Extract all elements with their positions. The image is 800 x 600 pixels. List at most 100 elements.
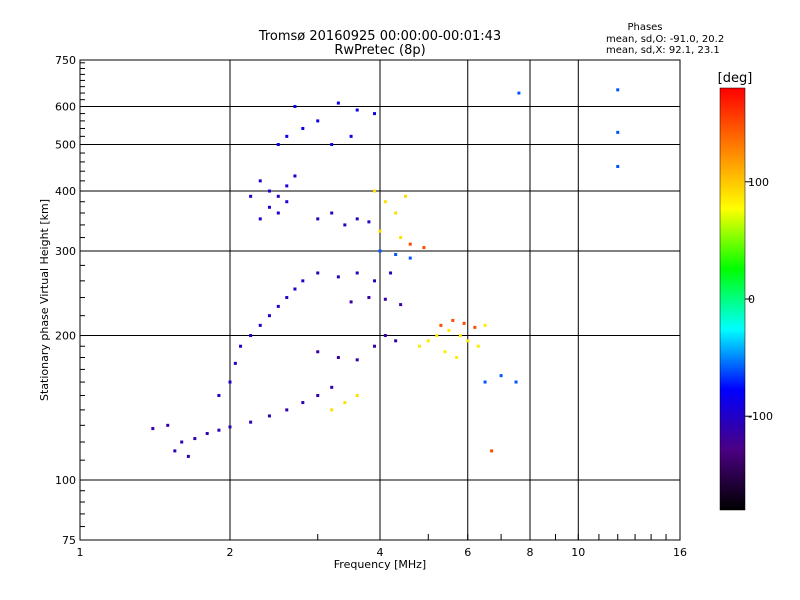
data-point bbox=[166, 423, 170, 427]
colorbar-tick-label: 0 bbox=[748, 293, 755, 306]
x-axis-label: Frequency [MHz] bbox=[334, 558, 426, 571]
y-tick-label: 750 bbox=[55, 54, 76, 67]
data-point bbox=[367, 220, 371, 224]
data-point bbox=[267, 414, 271, 418]
data-point bbox=[422, 246, 426, 250]
data-point bbox=[301, 401, 305, 405]
data-point bbox=[285, 184, 289, 188]
y-tick-label: 200 bbox=[55, 330, 76, 343]
data-point bbox=[293, 174, 297, 178]
data-point bbox=[490, 449, 494, 453]
data-point bbox=[514, 380, 518, 384]
data-point bbox=[355, 394, 359, 398]
data-point bbox=[483, 323, 487, 327]
phase-legend-line-o: mean, sd,O: -91.0, 20.2 bbox=[606, 34, 724, 45]
data-point bbox=[355, 271, 359, 275]
colorbar-label: [deg] bbox=[718, 71, 753, 86]
data-point bbox=[373, 344, 377, 348]
y-tick-label: 600 bbox=[55, 101, 76, 114]
data-point bbox=[316, 217, 320, 221]
x-tick-label: 4 bbox=[377, 546, 384, 559]
x-tick-label: 2 bbox=[227, 546, 234, 559]
data-point bbox=[285, 408, 289, 412]
data-point bbox=[276, 211, 280, 215]
data-point bbox=[316, 119, 320, 123]
data-point bbox=[383, 297, 387, 301]
data-point bbox=[316, 394, 320, 398]
data-point bbox=[316, 271, 320, 275]
data-point bbox=[443, 350, 447, 354]
data-point bbox=[276, 304, 280, 308]
data-point bbox=[466, 339, 470, 343]
data-point bbox=[205, 432, 209, 436]
phase-legend-title: Phases bbox=[627, 22, 662, 33]
data-point bbox=[343, 223, 347, 227]
x-tick-label: 8 bbox=[527, 546, 534, 559]
data-point bbox=[435, 334, 439, 338]
data-point bbox=[462, 321, 466, 325]
x-tick-label: 10 bbox=[571, 546, 585, 559]
data-point bbox=[349, 300, 353, 304]
x-tick-label: 16 bbox=[673, 546, 687, 559]
data-point bbox=[399, 236, 403, 240]
data-point bbox=[383, 200, 387, 204]
x-tick-label: 1 bbox=[77, 546, 84, 559]
data-point bbox=[180, 440, 184, 444]
data-point bbox=[173, 449, 177, 453]
data-point bbox=[276, 194, 280, 198]
data-point bbox=[330, 385, 334, 389]
data-point bbox=[373, 189, 377, 193]
data-point bbox=[267, 205, 271, 209]
grid-lines bbox=[80, 60, 680, 540]
data-point bbox=[367, 296, 371, 300]
y-tick-label: 500 bbox=[55, 139, 76, 152]
data-point bbox=[394, 339, 398, 343]
data-point bbox=[258, 217, 262, 221]
data-point bbox=[616, 164, 620, 168]
y-tick-label: 100 bbox=[55, 474, 76, 487]
data-point bbox=[483, 380, 487, 384]
data-point bbox=[349, 134, 353, 138]
data-point bbox=[285, 134, 289, 138]
data-point bbox=[476, 344, 480, 348]
data-point bbox=[616, 88, 620, 92]
data-point bbox=[228, 380, 232, 384]
data-point bbox=[267, 314, 271, 318]
data-point bbox=[249, 334, 253, 338]
data-point bbox=[373, 279, 377, 283]
data-point bbox=[330, 408, 334, 412]
data-point bbox=[378, 229, 382, 233]
y-tick-label: 75 bbox=[62, 534, 76, 547]
data-point bbox=[336, 275, 340, 279]
chart-subtitle: RwPretec (8p) bbox=[334, 43, 425, 58]
data-point bbox=[239, 344, 243, 348]
data-point bbox=[417, 344, 421, 348]
data-point bbox=[336, 355, 340, 359]
data-point bbox=[233, 361, 237, 365]
data-point bbox=[426, 339, 430, 343]
data-point bbox=[285, 296, 289, 300]
data-point bbox=[293, 287, 297, 291]
y-tick-label: 300 bbox=[55, 245, 76, 258]
data-point bbox=[330, 143, 334, 147]
colorbar-ticks: 100 0 -100 bbox=[745, 176, 773, 423]
data-point bbox=[378, 249, 382, 253]
data-point bbox=[258, 179, 262, 183]
data-point bbox=[616, 130, 620, 134]
data-point bbox=[267, 189, 271, 193]
data-point bbox=[217, 394, 221, 398]
data-point bbox=[336, 101, 340, 105]
data-points bbox=[151, 88, 620, 458]
data-point bbox=[355, 358, 359, 362]
data-point bbox=[451, 318, 455, 322]
data-point bbox=[249, 194, 253, 198]
data-point bbox=[193, 437, 197, 441]
data-point bbox=[447, 328, 451, 332]
data-point bbox=[383, 334, 387, 338]
data-point bbox=[258, 323, 262, 327]
data-point bbox=[293, 105, 297, 109]
data-point bbox=[301, 279, 305, 283]
data-point bbox=[276, 143, 280, 147]
data-point bbox=[455, 355, 459, 359]
colorbar bbox=[719, 87, 746, 511]
